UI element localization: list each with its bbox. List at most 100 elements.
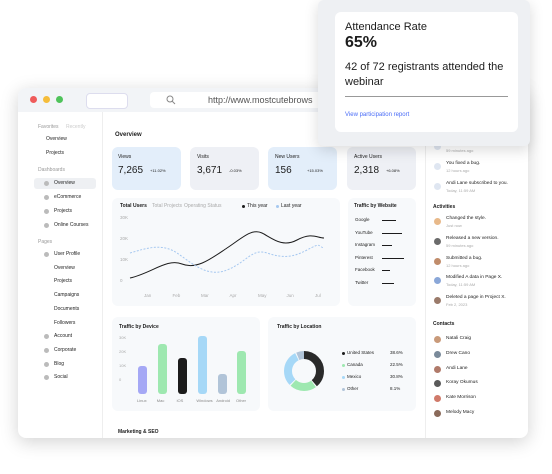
device-y-tick: 10K — [119, 363, 127, 368]
sidebar-item[interactable]: Documents — [54, 305, 80, 312]
sidebar-heading: Dashboards — [38, 167, 65, 173]
avatar — [434, 395, 441, 403]
contact-name[interactable]: Kate Morrison — [446, 395, 476, 401]
sidebar-item[interactable]: Social — [54, 374, 68, 381]
minimize-button[interactable] — [43, 96, 50, 103]
nav-buttons[interactable] — [86, 93, 128, 109]
stat-card — [112, 147, 181, 190]
contact-name[interactable]: Andi Lane — [446, 365, 468, 371]
device-label: Linux — [137, 398, 147, 403]
stat-label: Active Users — [354, 154, 383, 160]
avatar — [434, 257, 441, 265]
notification-text: Andi Lane subscribed to you. — [446, 181, 508, 186]
notification-time: 12 hours ago — [446, 168, 470, 173]
item-icon — [44, 375, 49, 381]
maximize-button[interactable] — [56, 96, 63, 103]
y-tick-label: 0 — [120, 278, 123, 283]
sidebar-item[interactable]: Overview — [46, 136, 67, 142]
search-icon — [166, 95, 176, 105]
device-label: Android — [216, 398, 230, 403]
item-icon — [44, 334, 49, 340]
activity-text: Modified A data in Page X. — [446, 275, 503, 281]
sidebar-item[interactable]: Blog — [54, 360, 65, 367]
site-bar — [382, 282, 394, 284]
popup-link[interactable]: View participation report — [345, 112, 410, 118]
activity-time: 12 hours ago — [446, 262, 470, 268]
sidebar — [18, 112, 103, 438]
device-y-tick: 0 — [119, 377, 122, 382]
sidebar-item[interactable]: Corporate — [54, 346, 77, 353]
chart-tab[interactable]: Total Projects — [152, 203, 183, 209]
legend-label: Last year — [281, 203, 302, 209]
y-tick-label: 30K — [120, 215, 129, 220]
device-label: Windows — [196, 398, 213, 403]
item-icon — [44, 347, 49, 353]
device-bar — [158, 344, 167, 394]
notification-text: You fixed a bug. — [446, 161, 481, 166]
site-name: Twitter — [355, 279, 369, 285]
x-tick-label: Feb — [172, 293, 181, 298]
section-title: Activities — [433, 204, 456, 210]
sidebar-item[interactable]: Overview — [54, 180, 75, 186]
site-name: Facebook — [355, 267, 375, 272]
x-tick-label: May — [258, 293, 267, 298]
legend-dot — [342, 388, 345, 391]
sidebar-item[interactable]: Projects — [54, 208, 73, 214]
device-y-tick: 30K — [119, 335, 127, 340]
avatar — [434, 297, 441, 305]
sidebar-item[interactable]: Overview — [54, 264, 75, 271]
popup-value: 65% — [345, 34, 378, 51]
device-bar — [218, 374, 227, 394]
stat-value: 7,265 — [118, 165, 144, 176]
share: 8.1% — [390, 386, 401, 391]
contact-name[interactable]: Koray Okumus — [446, 380, 478, 386]
sidebar-tab[interactable]: Recently — [66, 124, 86, 130]
device-label: Other — [236, 398, 247, 403]
active-item — [34, 178, 96, 189]
sidebar-tab[interactable]: Favorites — [38, 124, 59, 130]
legend-label: This year — [247, 203, 268, 209]
sidebar-item[interactable]: Projects — [54, 278, 73, 285]
x-tick-label: Apr — [229, 293, 237, 298]
popup-divider — [345, 96, 508, 97]
contact-name[interactable]: Drew Cano — [446, 350, 470, 356]
sidebar-item[interactable]: Account — [54, 333, 73, 340]
chart-tab[interactable]: Total Users — [120, 203, 147, 209]
site-name: YouTube — [355, 229, 373, 235]
x-tick-label: Mar — [201, 293, 209, 298]
avatar — [434, 365, 441, 373]
stat-change: +6.08% — [386, 168, 400, 173]
panel-title: Traffic by Location — [277, 324, 322, 330]
contact-name[interactable]: Melody Macy — [446, 410, 475, 415]
section-title: Marketing & SEO — [118, 429, 159, 435]
sidebar-item[interactable]: User Profile — [54, 251, 81, 257]
section-title: Overview — [115, 132, 142, 138]
item-icon — [44, 252, 49, 257]
notification-time: Today, 11:59 AM — [446, 188, 476, 193]
x-tick-label: Jun — [286, 293, 294, 298]
sidebar-item[interactable]: Campaigns — [54, 292, 80, 299]
activity-text: Deleted a page in Project X. — [446, 295, 506, 301]
site-bar — [382, 232, 402, 234]
item-icon — [44, 181, 49, 186]
device-bar — [237, 351, 246, 394]
section-title: Contacts — [433, 321, 455, 327]
close-button[interactable] — [30, 96, 37, 103]
sidebar-item[interactable]: Projects — [46, 150, 65, 156]
url-text[interactable]: http://www.mostcutebrows — [208, 95, 313, 105]
notification-icon — [434, 163, 441, 170]
stat-value: 156 — [275, 165, 292, 176]
avatar — [434, 336, 441, 343]
sidebar-item[interactable]: Followers — [54, 319, 76, 326]
device-bar — [138, 366, 147, 394]
sidebar-item[interactable]: Online Courses — [54, 222, 89, 228]
site-bar — [382, 257, 404, 259]
chart-tab[interactable]: Operating Status — [184, 203, 222, 209]
share: 38.6% — [390, 350, 403, 355]
contact-name[interactable]: Natali Craig — [446, 336, 472, 341]
stat-label: Views — [118, 154, 132, 160]
stat-value: 2,318 — [354, 165, 380, 176]
sidebar-item[interactable]: eCommerce — [54, 194, 82, 200]
share: 30.8% — [390, 374, 403, 379]
